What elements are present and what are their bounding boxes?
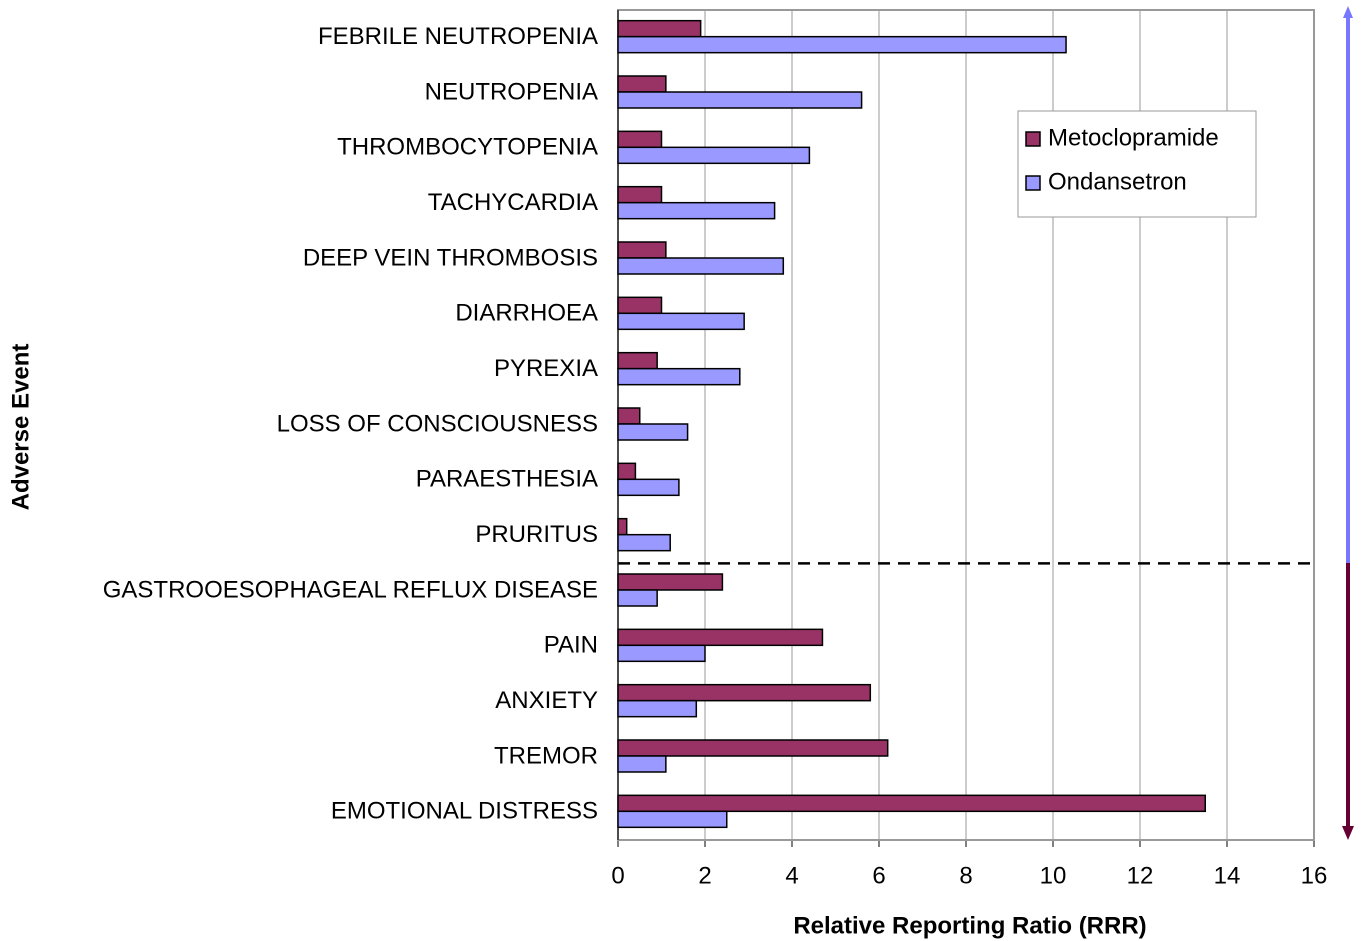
bar	[617, 644, 706, 663]
y-tick-label: DEEP VEIN THROMBOSIS	[303, 244, 598, 271]
legend-swatch	[1025, 175, 1041, 191]
x-tick-label: 14	[1214, 862, 1241, 889]
x-tick-label: 4	[785, 862, 798, 889]
bar	[617, 462, 637, 481]
y-axis-label: Adverse Event	[7, 344, 34, 511]
bar	[617, 589, 658, 607]
bar	[617, 19, 702, 38]
y-tick-label: PRURITUS	[475, 521, 598, 548]
arrow-head-up	[1343, 6, 1353, 18]
arrow-head-down	[1342, 826, 1354, 840]
x-axis-label: Relative Reporting Ratio (RRR)	[793, 912, 1146, 939]
bar	[617, 628, 824, 647]
bar	[617, 201, 776, 220]
legend-label: Metoclopramide	[1048, 124, 1219, 151]
bar	[617, 241, 667, 259]
bar	[617, 794, 1206, 813]
x-tick-label: 16	[1301, 862, 1328, 889]
y-tick-label: ANXIETY	[495, 687, 598, 714]
x-tick-label: 0	[611, 862, 624, 889]
bar	[617, 517, 628, 536]
bar	[617, 407, 641, 425]
legend-label: Ondansetron	[1048, 168, 1187, 195]
bar	[617, 739, 889, 757]
y-tick-label: THROMBOCYTOPENIA	[337, 134, 598, 161]
x-tick-label: 6	[872, 862, 885, 889]
y-tick-label: FEBRILE NEUTROPENIA	[318, 23, 598, 50]
bar	[617, 533, 671, 552]
bar	[617, 257, 785, 275]
bar	[617, 296, 663, 315]
y-tick-label: PARAESTHESIA	[416, 466, 598, 493]
bar	[617, 312, 745, 331]
bar	[617, 367, 741, 386]
bar	[617, 755, 667, 773]
x-tick-label: 12	[1127, 862, 1154, 889]
y-tick-label: EMOTIONAL DISTRESS	[331, 798, 598, 825]
x-tick-label: 8	[959, 862, 972, 889]
bar	[617, 810, 728, 829]
y-tick-label: GASTROOESOPHAGEAL REFLUX DISEASE	[103, 576, 598, 603]
y-tick-label: LOSS OF CONSCIOUSNESS	[277, 410, 598, 437]
bar	[617, 146, 811, 165]
y-tick-label: DIARRHOEA	[455, 300, 598, 327]
bar	[617, 130, 663, 149]
y-tick-label: TREMOR	[494, 742, 598, 769]
bar	[617, 91, 863, 109]
bar	[617, 423, 689, 441]
y-tick-label: TACHYCARDIA	[428, 189, 598, 216]
legend-box	[1017, 110, 1257, 218]
y-tick-label: PYREXIA	[494, 355, 598, 382]
bar	[617, 75, 667, 93]
bar	[617, 683, 872, 702]
bar	[617, 573, 724, 591]
x-tick-label: 10	[1040, 862, 1067, 889]
bar	[617, 699, 698, 718]
y-tick-label: PAIN	[544, 632, 598, 659]
y-tick-label: NEUTROPENIA	[425, 78, 598, 105]
bar	[617, 351, 658, 370]
bar	[617, 478, 680, 497]
bar	[617, 185, 663, 204]
legend-swatch	[1025, 131, 1041, 147]
x-tick-label: 2	[698, 862, 711, 889]
bar	[617, 35, 1067, 54]
